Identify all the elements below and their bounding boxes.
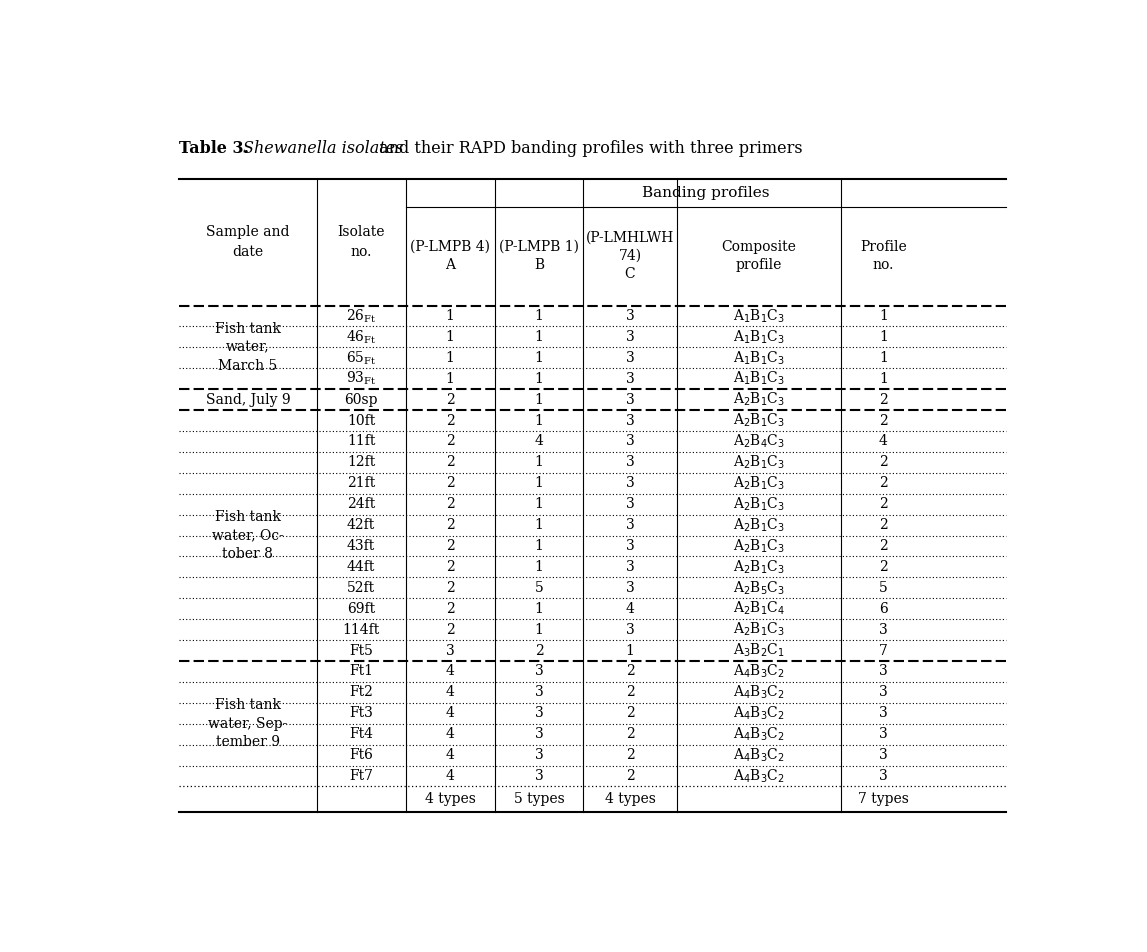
Text: 65$_\mathregular{Ft}$: 65$_\mathregular{Ft}$ [346, 349, 376, 367]
Text: 3: 3 [446, 644, 454, 658]
Text: A$_4$B$_3$C$_2$: A$_4$B$_3$C$_2$ [733, 663, 785, 680]
Text: 1: 1 [446, 351, 454, 365]
Text: 4: 4 [446, 706, 454, 721]
Text: Fish tank
water, Oc-
tober 8: Fish tank water, Oc- tober 8 [212, 510, 283, 561]
Text: 60sp: 60sp [344, 392, 377, 407]
Text: Sample and
date: Sample and date [206, 226, 289, 259]
Text: 1: 1 [879, 330, 888, 344]
Text: (P-LMPB 4)
A: (P-LMPB 4) A [411, 240, 490, 272]
Text: Sand, July 9: Sand, July 9 [205, 392, 290, 407]
Text: Composite
profile: Composite profile [721, 240, 796, 272]
Text: 2: 2 [446, 413, 454, 427]
Text: A$_4$B$_3$C$_2$: A$_4$B$_3$C$_2$ [733, 704, 785, 722]
Text: 3: 3 [625, 351, 634, 365]
Text: 3: 3 [625, 623, 634, 637]
Text: 1: 1 [446, 330, 454, 344]
Text: A$_4$B$_3$C$_2$: A$_4$B$_3$C$_2$ [733, 684, 785, 701]
Text: 1: 1 [535, 476, 544, 490]
Text: 6: 6 [879, 602, 888, 616]
Text: A$_2$B$_1$C$_3$: A$_2$B$_1$C$_3$ [733, 475, 785, 492]
Text: 1: 1 [879, 351, 888, 365]
Text: 3: 3 [625, 539, 634, 553]
Text: 2: 2 [446, 392, 454, 407]
Text: 2: 2 [625, 685, 634, 700]
Text: 3: 3 [879, 748, 888, 763]
Text: 1: 1 [879, 371, 888, 386]
Text: 1: 1 [535, 518, 544, 532]
Text: 3: 3 [625, 330, 634, 344]
Text: A$_1$B$_1$C$_3$: A$_1$B$_1$C$_3$ [733, 349, 785, 367]
Text: 3: 3 [879, 706, 888, 721]
Text: 3: 3 [625, 581, 634, 595]
Text: A$_1$B$_1$C$_3$: A$_1$B$_1$C$_3$ [733, 328, 785, 346]
Text: A$_2$B$_1$C$_3$: A$_2$B$_1$C$_3$ [733, 558, 785, 576]
Text: 11ft: 11ft [348, 434, 375, 448]
Text: 2: 2 [535, 644, 544, 658]
Text: Ft4: Ft4 [349, 727, 373, 742]
Text: 3: 3 [535, 748, 544, 763]
Text: Isolate
no.: Isolate no. [337, 226, 385, 259]
Text: Ft6: Ft6 [349, 748, 373, 763]
Text: A$_2$B$_1$C$_3$: A$_2$B$_1$C$_3$ [733, 621, 785, 639]
Text: 4: 4 [625, 602, 634, 616]
Text: 1: 1 [535, 371, 544, 386]
Text: 3: 3 [879, 769, 888, 783]
Text: 3: 3 [879, 727, 888, 742]
Text: Fish tank
water, Sep-
tember 9: Fish tank water, Sep- tember 9 [208, 699, 288, 749]
Text: 10ft: 10ft [348, 413, 375, 427]
Text: 4: 4 [535, 434, 544, 448]
Text: A$_2$B$_1$C$_4$: A$_2$B$_1$C$_4$ [733, 600, 785, 618]
Text: 3: 3 [625, 392, 634, 407]
Text: Banding profiles: Banding profiles [642, 186, 770, 200]
Text: and their RAPD banding profiles with three primers: and their RAPD banding profiles with thr… [374, 140, 803, 157]
Text: 3: 3 [535, 769, 544, 783]
Text: 2: 2 [879, 497, 888, 511]
Text: 3: 3 [625, 309, 634, 323]
Text: 2: 2 [625, 664, 634, 679]
Text: 3: 3 [625, 371, 634, 386]
Text: 5: 5 [879, 581, 888, 595]
Text: 3: 3 [879, 623, 888, 637]
Text: 1: 1 [535, 539, 544, 553]
Text: 3: 3 [625, 560, 634, 574]
Text: 93$_\mathregular{Ft}$: 93$_\mathregular{Ft}$ [346, 370, 376, 387]
Text: 2: 2 [879, 455, 888, 469]
Text: 1: 1 [535, 413, 544, 427]
Text: A$_1$B$_1$C$_3$: A$_1$B$_1$C$_3$ [733, 370, 785, 387]
Text: A$_2$B$_1$C$_3$: A$_2$B$_1$C$_3$ [733, 495, 785, 513]
Text: 3: 3 [625, 434, 634, 448]
Text: 2: 2 [446, 623, 454, 637]
Text: A$_2$B$_1$C$_3$: A$_2$B$_1$C$_3$ [733, 391, 785, 408]
Text: 24ft: 24ft [348, 497, 375, 511]
Text: 2: 2 [446, 434, 454, 448]
Text: (P-LMHLWH
74)
C: (P-LMHLWH 74) C [586, 230, 674, 282]
Text: 4: 4 [446, 727, 454, 742]
Text: 3: 3 [535, 664, 544, 679]
Text: A$_2$B$_1$C$_3$: A$_2$B$_1$C$_3$ [733, 537, 785, 555]
Text: 7: 7 [879, 644, 888, 658]
Text: 114ft: 114ft [343, 623, 380, 637]
Text: 2: 2 [446, 476, 454, 490]
Text: 4 types: 4 types [604, 792, 655, 806]
Text: A$_2$B$_5$C$_3$: A$_2$B$_5$C$_3$ [733, 579, 785, 597]
Text: 2: 2 [446, 497, 454, 511]
Text: 3: 3 [625, 518, 634, 532]
Text: Ft1: Ft1 [349, 664, 373, 679]
Text: 1: 1 [625, 644, 634, 658]
Text: 1: 1 [535, 623, 544, 637]
Text: 2: 2 [879, 476, 888, 490]
Text: 26$_\mathregular{Ft}$: 26$_\mathregular{Ft}$ [346, 307, 376, 325]
Text: 69ft: 69ft [348, 602, 375, 616]
Text: 3: 3 [625, 497, 634, 511]
Text: 1: 1 [535, 309, 544, 323]
Text: A$_1$B$_1$C$_3$: A$_1$B$_1$C$_3$ [733, 307, 785, 325]
Text: Ft3: Ft3 [349, 706, 373, 721]
Text: 4: 4 [446, 748, 454, 763]
Text: 2: 2 [446, 455, 454, 469]
Text: A$_2$B$_1$C$_3$: A$_2$B$_1$C$_3$ [733, 454, 785, 471]
Text: 1: 1 [535, 455, 544, 469]
Text: Ft2: Ft2 [349, 685, 373, 700]
Text: Shewanella isolates: Shewanella isolates [243, 140, 404, 157]
Text: 4: 4 [446, 685, 454, 700]
Text: 3: 3 [535, 727, 544, 742]
